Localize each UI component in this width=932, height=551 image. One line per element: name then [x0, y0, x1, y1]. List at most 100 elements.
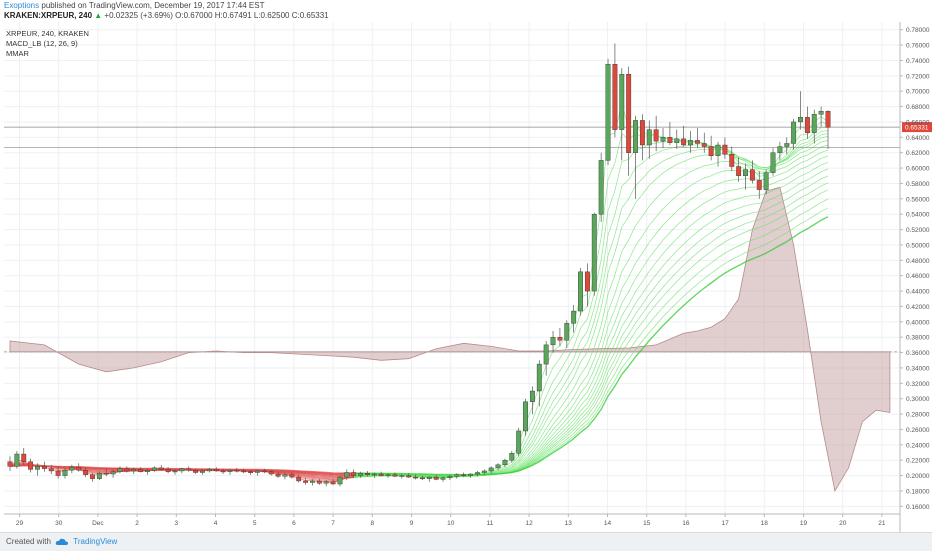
- footer-bar: Created with TradingView: [0, 532, 932, 551]
- candle-body: [667, 137, 673, 143]
- last-price-label: 0.65331: [905, 125, 929, 132]
- candle-body: [591, 213, 597, 292]
- x-tick-label: 6: [292, 520, 296, 527]
- y-tick-label: 0.72000: [906, 73, 930, 80]
- y-tick-label: 0.36000: [906, 350, 930, 357]
- footer-text: Created with TradingView: [6, 537, 117, 546]
- candle-body: [715, 144, 721, 156]
- candle-body: [158, 467, 164, 470]
- candle-body: [598, 160, 604, 215]
- chart-header: Exoptions published on TradingView.com, …: [0, 0, 932, 22]
- x-tick-label: 15: [643, 520, 651, 527]
- y-axis: 0.78000 0.76000 0.74000 0.72000 0.70000 0.680…: [900, 27, 930, 511]
- candle-body: [811, 114, 817, 133]
- candle-body: [743, 169, 748, 176]
- candle-body: [564, 323, 570, 341]
- candle-body: [749, 169, 755, 181]
- candle-body: [770, 152, 776, 173]
- price-lines: 0.65331: [4, 122, 932, 149]
- candle-body: [413, 476, 418, 479]
- candle-body: [371, 473, 377, 476]
- y-tick-label: 0.70000: [906, 89, 930, 96]
- ohlc-values: O:0.67000 H:0.67491 L:0.62500 C:0.65331: [175, 11, 329, 20]
- candle-body: [694, 140, 700, 144]
- candle-body: [151, 467, 157, 471]
- x-tick-label: 10: [447, 520, 455, 527]
- y-tick-label: 0.42000: [906, 304, 930, 311]
- candle-body: [646, 129, 652, 146]
- candle-body: [578, 271, 583, 312]
- candle-body: [303, 480, 309, 483]
- y-tick-label: 0.30000: [906, 396, 930, 403]
- tradingview-brand[interactable]: TradingView: [73, 537, 118, 546]
- candle-body: [804, 117, 810, 133]
- candle-body: [461, 474, 467, 476]
- y-tick-label: 0.38000: [906, 335, 930, 342]
- candle-body: [420, 477, 425, 480]
- candle-body: [619, 74, 625, 130]
- y-tick-label: 0.40000: [906, 319, 930, 326]
- candle-body: [708, 146, 714, 156]
- price-chart[interactable]: 0.65331 0.78000 0.76000 0.74000 0.72000 0.70…: [0, 22, 932, 532]
- candle-body: [481, 470, 487, 473]
- publisher-name[interactable]: Exoptions: [4, 1, 40, 10]
- candle-body: [193, 469, 199, 473]
- x-tick-label: 5: [253, 520, 257, 527]
- candle-body: [626, 74, 632, 153]
- publisher-line: Exoptions published on TradingView.com, …: [4, 1, 264, 10]
- candlestick-series[interactable]: [7, 43, 831, 487]
- candle-body: [351, 472, 357, 476]
- y-tick-label: 0.18000: [906, 488, 930, 495]
- candle-body: [138, 469, 144, 472]
- x-tick-label: 14: [604, 520, 612, 527]
- y-tick-label: 0.20000: [906, 473, 930, 480]
- y-tick-label: 0.24000: [906, 442, 930, 449]
- candle-body: [557, 336, 563, 341]
- candle-body: [825, 110, 831, 128]
- candle-body: [103, 473, 109, 475]
- candle-body: [571, 310, 577, 324]
- candle-body: [639, 120, 645, 146]
- candle-body: [261, 470, 267, 473]
- y-tick-label: 0.34000: [906, 365, 930, 372]
- candle-body: [83, 469, 89, 475]
- candle-body: [282, 474, 288, 477]
- candle-body: [234, 469, 240, 472]
- candle-body: [117, 468, 123, 472]
- candle-body: [763, 172, 769, 190]
- y-tick-label: 0.52000: [906, 227, 930, 234]
- candle-body: [474, 472, 480, 475]
- candle-body: [165, 469, 171, 472]
- price-change: +0.02325 (+3.69%): [104, 11, 173, 20]
- y-tick-label: 0.16000: [906, 504, 930, 511]
- x-tick-label: 4: [214, 520, 218, 527]
- candle-body: [433, 476, 439, 480]
- y-tick-label: 0.78000: [906, 27, 930, 34]
- candle-body: [378, 473, 384, 476]
- candle-body: [681, 138, 687, 146]
- y-tick-label: 0.60000: [906, 166, 930, 173]
- candle-body: [186, 468, 192, 471]
- candle-body: [756, 180, 762, 190]
- candle-body: [323, 481, 329, 484]
- candle-body: [206, 469, 212, 472]
- candle-body: [722, 144, 728, 155]
- y-tick-label: 0.46000: [906, 273, 930, 280]
- candle-body: [35, 466, 40, 470]
- candle-body: [268, 471, 274, 475]
- x-tick-label: Dec: [92, 520, 104, 527]
- x-tick-label: 20: [839, 520, 847, 527]
- candle-body: [543, 344, 549, 365]
- candle-body: [516, 430, 522, 454]
- legend-mmar: MMAR: [6, 49, 29, 58]
- x-tick-label: 11: [487, 520, 494, 527]
- x-tick-label: 21: [878, 520, 886, 527]
- candle-body: [248, 471, 254, 473]
- x-tick-label: 30: [55, 520, 63, 527]
- candle-body: [289, 474, 295, 478]
- candle-body: [344, 472, 350, 478]
- candle-body: [468, 473, 473, 476]
- candle-body: [96, 473, 102, 479]
- candle-body: [227, 469, 233, 472]
- candle-body: [529, 390, 535, 402]
